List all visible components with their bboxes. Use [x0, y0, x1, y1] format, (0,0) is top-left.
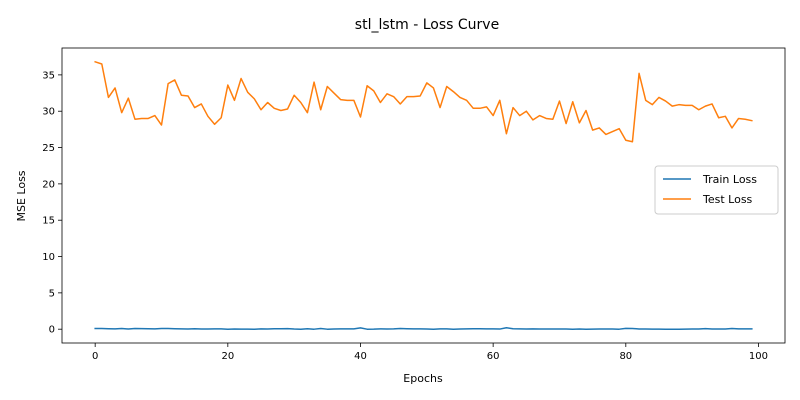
- y-tick-label: 25: [42, 143, 55, 154]
- y-axis-label: MSE Loss: [15, 170, 28, 221]
- legend-label-test-loss: Test Loss: [702, 193, 753, 206]
- x-tick-label: 100: [749, 351, 768, 362]
- series-line-train-loss: [94, 326, 753, 330]
- x-tick-label: 60: [487, 351, 500, 362]
- plot-area: [94, 60, 753, 330]
- x-tick-label: 0: [92, 351, 98, 362]
- axes: 0 20 40 60 80 100 0 5 10 15 20 25 30 35: [42, 47, 786, 362]
- chart-title: stl_lstm - Loss Curve: [355, 17, 499, 33]
- y-tick-label: 30: [42, 107, 55, 118]
- y-tick-label: 35: [42, 70, 55, 81]
- y-tick-label: 0: [49, 325, 55, 336]
- legend-frame: [654, 165, 779, 215]
- x-tick-label: 40: [354, 351, 367, 362]
- x-tick-label: 20: [221, 351, 234, 362]
- legend: Train Loss Test Loss: [654, 165, 779, 215]
- legend-label-train-loss: Train Loss: [702, 173, 757, 186]
- y-tick-label: 5: [49, 288, 55, 299]
- y-tick-label: 20: [42, 179, 55, 190]
- y-tick-label: 10: [42, 252, 55, 263]
- axes-frame: [61, 47, 786, 344]
- y-tick-label: 15: [42, 216, 55, 227]
- x-axis-label: Epochs: [403, 372, 443, 385]
- x-tick-label: 80: [619, 351, 632, 362]
- series-line-test-loss: [94, 60, 753, 143]
